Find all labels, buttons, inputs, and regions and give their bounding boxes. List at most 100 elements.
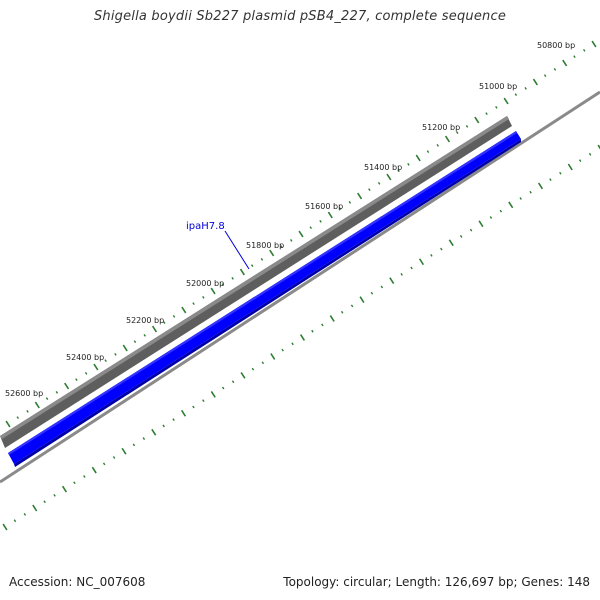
outer-tick <box>524 86 527 90</box>
outer-tick <box>514 93 518 97</box>
outer-tick <box>573 55 576 59</box>
outer-tick <box>591 40 597 48</box>
outer-tick <box>327 211 333 219</box>
outer-tick <box>407 162 410 166</box>
outer-tick <box>474 116 480 124</box>
gene-ipaH7.8-arrow[interactable] <box>8 131 521 467</box>
outer-tick <box>163 321 166 325</box>
gene-track-bar <box>0 116 512 448</box>
accession-text: Accession: NC_007608 <box>9 575 146 589</box>
inner-tick <box>321 323 324 327</box>
inner-tick <box>400 272 403 276</box>
inner-tick <box>440 247 443 251</box>
outer-tick <box>210 287 216 295</box>
outer-tick <box>338 207 342 211</box>
inner-tick <box>478 220 484 228</box>
inner-tick <box>529 190 532 194</box>
inner-tick <box>559 171 562 175</box>
outer-tick <box>377 181 381 185</box>
inner-tick <box>142 437 146 440</box>
inner-tick <box>430 253 433 257</box>
plasmid-backbone-line <box>0 90 600 484</box>
tick-label: 51600 bp <box>305 202 343 211</box>
inner-tick <box>251 367 255 371</box>
tick-label: 52600 bp <box>5 389 43 398</box>
outer-tick <box>582 48 586 52</box>
inner-tick <box>448 239 454 247</box>
outer-tick <box>415 154 421 162</box>
outer-tick <box>503 97 509 105</box>
inner-tick <box>53 494 56 497</box>
topology-summary-text: Topology: circular; Length: 126,697 bp; … <box>283 575 590 589</box>
outer-tick <box>192 302 195 306</box>
inner-tick <box>221 386 225 390</box>
inner-tick <box>519 197 522 200</box>
inner-tick <box>231 380 235 384</box>
outer-tick <box>75 378 78 382</box>
outer-tick <box>122 344 128 352</box>
inner-tick <box>350 304 354 308</box>
inner-tick <box>32 504 38 512</box>
inner-tick <box>380 285 384 289</box>
outer-tick <box>465 124 469 128</box>
inner-tick <box>210 390 216 398</box>
gene-label-ipaH7.8[interactable]: ipaH7.8 <box>186 221 225 232</box>
inner-tick <box>567 163 573 171</box>
inner-tick <box>162 424 165 428</box>
inner-tick <box>151 428 157 436</box>
inner-tick <box>499 209 503 213</box>
outer-tick <box>485 112 488 116</box>
inner-tick <box>192 405 195 409</box>
inner-tick <box>489 216 493 219</box>
outer-tick <box>298 230 304 238</box>
inner-tick <box>2 523 8 531</box>
outer-tick <box>250 264 254 268</box>
map-title: Shigella boydii Sb227 plasmid pSB4_227, … <box>93 9 507 24</box>
outer-tick <box>553 67 557 71</box>
inner-tick-ring <box>2 144 600 531</box>
outer-tick <box>368 188 371 192</box>
outer-tick <box>543 74 547 78</box>
inner-tick <box>597 144 600 150</box>
outer-tick <box>444 135 451 143</box>
tick-label: 50800 bp <box>537 41 575 50</box>
outer-tick <box>386 173 392 181</box>
inner-tick <box>180 409 187 417</box>
outer-tick <box>5 420 11 428</box>
outer-tick-ring <box>5 40 597 428</box>
outer-tick <box>260 257 264 261</box>
outer-tick <box>64 382 70 390</box>
outer-tick <box>231 276 234 280</box>
inner-tick <box>73 481 76 485</box>
inner-tick <box>291 342 294 346</box>
outer-tick <box>289 238 293 242</box>
inner-tick <box>112 456 116 459</box>
tick-label: 52000 bp <box>186 279 224 288</box>
outer-tick <box>309 226 313 230</box>
outer-tick <box>93 363 99 371</box>
inner-tick <box>537 182 544 190</box>
inner-tick <box>61 485 68 493</box>
outer-tick <box>55 390 59 394</box>
inner-tick <box>549 178 552 181</box>
inner-tick <box>83 475 86 478</box>
inner-tick <box>578 159 582 163</box>
outer-tick <box>143 333 146 337</box>
outer-tick <box>172 314 176 318</box>
outer-tick <box>84 371 88 375</box>
tick-label: 51200 bp <box>422 123 460 132</box>
outer-tick <box>397 169 400 173</box>
inner-tick <box>240 372 246 379</box>
outer-tick <box>456 131 459 135</box>
outer-tick <box>202 295 205 299</box>
inner-tick <box>418 258 425 266</box>
outer-tick <box>239 268 245 276</box>
inner-tick <box>340 310 344 314</box>
inner-tick <box>508 201 514 209</box>
inner-tick <box>23 512 27 516</box>
inner-tick <box>469 228 473 232</box>
tick-label: 52200 bp <box>126 316 164 325</box>
inner-tick <box>588 152 592 156</box>
outer-tick <box>436 143 439 147</box>
